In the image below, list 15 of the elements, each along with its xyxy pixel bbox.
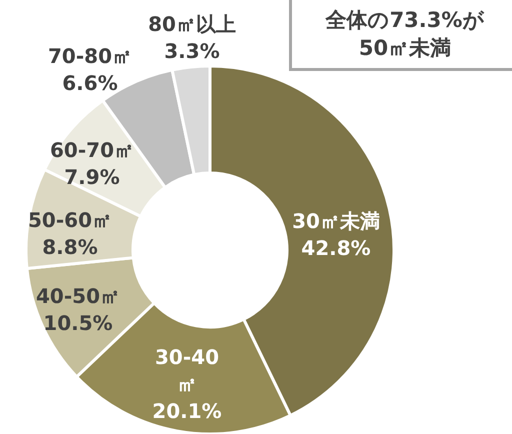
data-label: 8.8%	[41, 234, 99, 261]
slice-label: 60-70㎡	[49, 137, 135, 164]
data-label: 3.3%	[164, 39, 220, 63]
data-label: 7.9%	[63, 164, 121, 191]
data-label: 10.5%	[42, 310, 114, 337]
slice-label: 70-80㎡	[47, 43, 133, 70]
slice-label: 50-60㎡	[27, 207, 113, 234]
slice-label: 30-40㎡	[154, 344, 220, 398]
data-label: 42.8%	[300, 235, 372, 262]
slice-label: 40-50㎡	[35, 283, 121, 310]
slice-label: 30㎡未満	[291, 208, 381, 235]
slice-label: 80㎡以上	[147, 11, 237, 38]
data-label: 20.1%	[152, 398, 222, 424]
data-label: 6.6%	[61, 70, 119, 97]
callout-frame: 全体の73.3%が50㎡未満	[289, 0, 512, 71]
